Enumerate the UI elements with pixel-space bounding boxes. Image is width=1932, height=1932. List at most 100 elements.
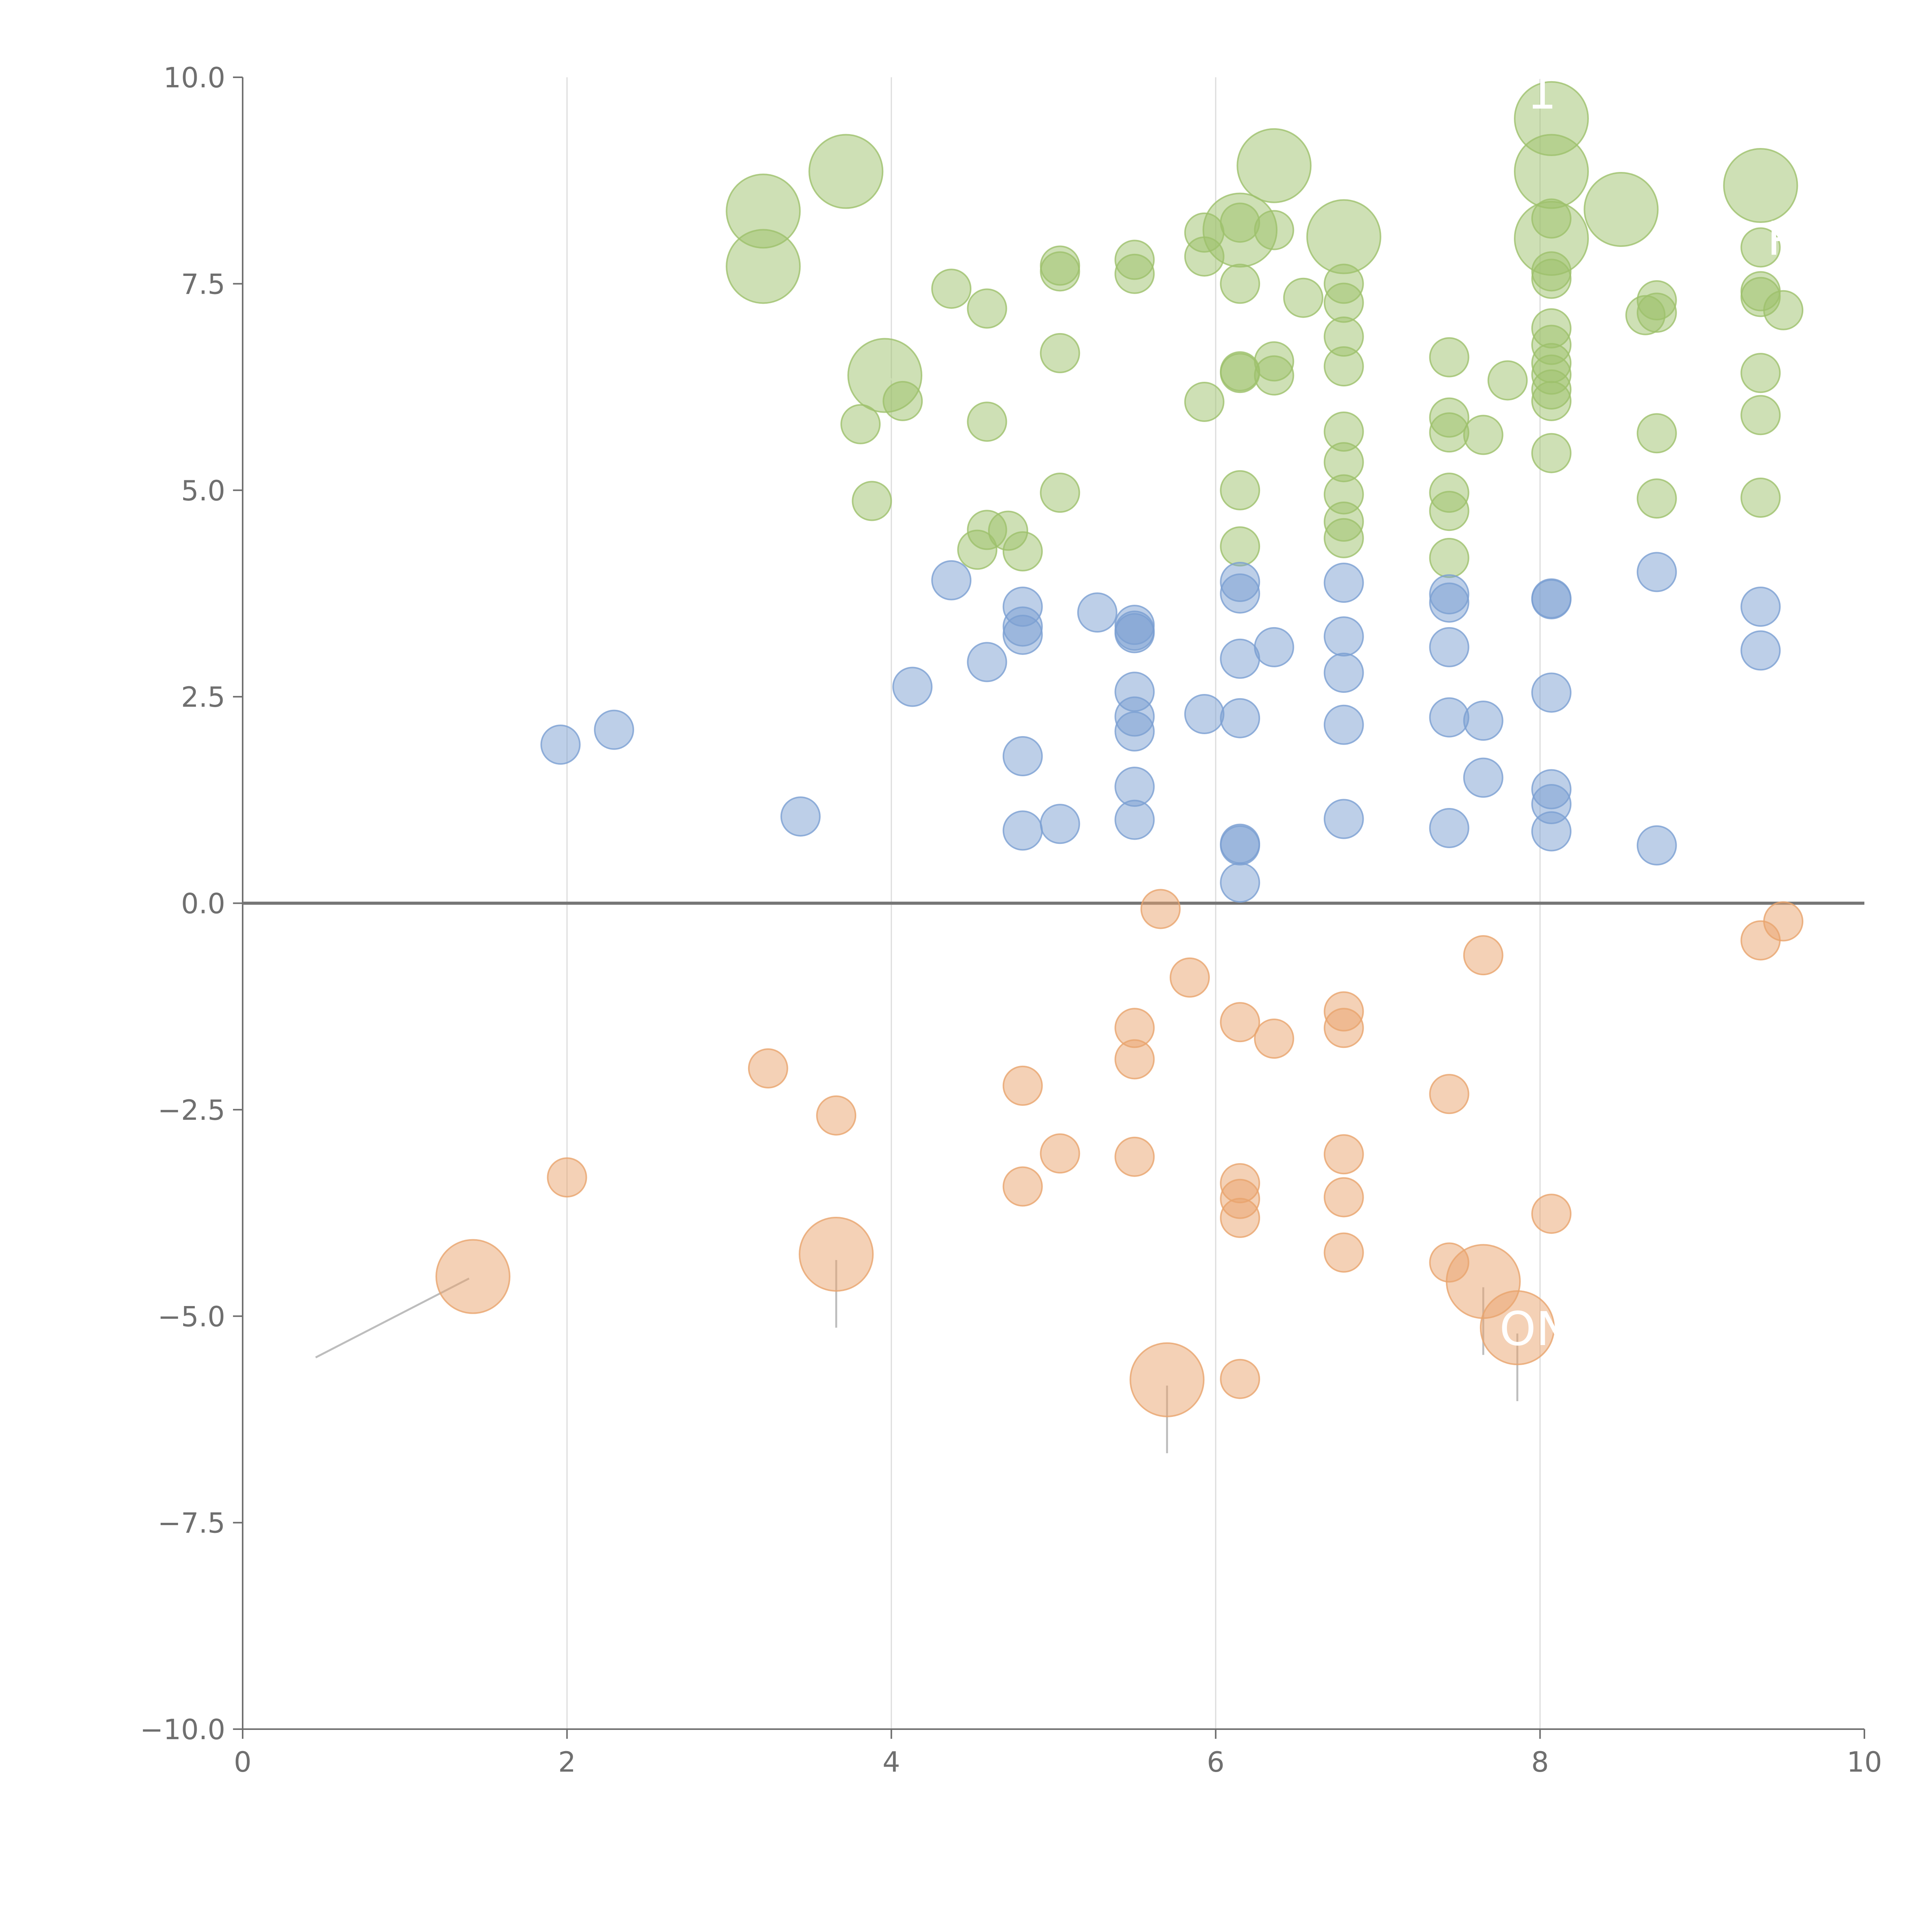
annotation-label: 1 [1527,66,1556,120]
green-point [852,481,892,521]
green-point [1323,282,1364,323]
y-tick-label: −7.5 [158,1507,225,1539]
orange-large-point [1480,1290,1555,1366]
green-point [1220,264,1260,304]
green-point [1740,227,1781,268]
x-tick-label: 4 [883,1746,900,1778]
orange-point [1323,1134,1364,1175]
green-large-point [1723,148,1798,223]
green-large-point [1306,199,1381,274]
blue-point [1220,825,1260,866]
blue-point [967,642,1007,682]
blue-point [1114,711,1155,752]
green-point [1040,333,1080,373]
green-point [1323,346,1364,387]
orange-point [1220,1359,1260,1399]
orange-point [748,1048,788,1088]
green-large-point [726,229,801,304]
orange-point [816,1095,857,1136]
blue-point [1531,579,1571,619]
blue-point [1429,582,1469,623]
green-point [1220,470,1260,510]
blue-point [892,667,933,707]
blue-point [1531,672,1571,713]
orange-point [1323,1177,1364,1218]
green-large-point [808,134,884,209]
x-tick-label: 8 [1531,1746,1549,1778]
orange-point [1002,1166,1043,1207]
y-tick-label: −5.0 [158,1300,225,1333]
blue-point [1429,697,1469,738]
blue-point [1114,613,1155,653]
blue-point [1040,804,1080,844]
data-points [435,81,1804,1417]
blue-point [1463,701,1503,741]
orange-point [547,1157,587,1198]
y-tick-label: 10.0 [163,61,225,94]
annotation-label: ON [1500,1303,1571,1356]
blue-point [540,724,581,765]
blue-point [1323,653,1364,693]
x-tick-label: 0 [234,1746,252,1778]
blue-point [1463,757,1503,798]
green-point [1254,355,1294,396]
blue-point [1184,694,1225,735]
blue-point [1636,552,1677,592]
orange-point [1114,1039,1155,1080]
green-point [1429,538,1469,578]
orange-point [1040,1133,1080,1174]
blue-point [1531,811,1571,852]
orange-point [1220,1002,1260,1043]
orange-point [1140,889,1181,929]
green-point [840,404,881,444]
green-point [1429,491,1469,531]
annotations: ON P 1 [1500,66,1795,1356]
x-tick-label: 10 [1847,1746,1882,1778]
annotation-label: P [1767,213,1795,266]
green-point [967,288,1007,329]
green-large-point [847,338,923,413]
y-tick-label: 5.0 [181,474,225,507]
blue-point [931,560,972,600]
green-point [1763,290,1804,330]
orange-point [1463,935,1503,976]
blue-point [1220,638,1260,679]
green-point [967,401,1007,442]
green-point [931,269,972,309]
blue-point [1740,587,1781,627]
orange-point [1763,901,1804,942]
orange-point [1323,1008,1364,1048]
green-point [1220,526,1260,567]
blue-point [1077,592,1117,633]
green-point [1531,433,1571,473]
y-tick-label: 0.0 [181,888,225,920]
green-point [1487,360,1528,401]
blue-point [1220,573,1260,614]
x-tick-label: 6 [1207,1746,1225,1778]
green-point [1114,253,1155,294]
blue-point [1114,799,1155,840]
orange-point [1254,1019,1294,1059]
axes: 10.0 7.5 5.0 2.5 0.0 −2.5 −5.0 −7.5 −10.0 0 2 4 6 8 10 [140,61,1882,1778]
orange-large-point [799,1216,874,1292]
green-point [1002,531,1043,571]
green-point [1429,412,1469,453]
blue-point [594,709,634,750]
orange-large-point [1129,1342,1205,1417]
blue-point [1220,698,1260,738]
y-tick-label: −2.5 [158,1094,225,1126]
blue-point [1636,825,1677,866]
green-point [1040,251,1080,292]
blue-point [1323,616,1364,657]
y-tick-label: −10.0 [140,1713,225,1746]
green-point [1040,473,1080,513]
y-tick-label: 7.5 [181,268,225,300]
green-large-point [1236,128,1312,203]
blue-point [1254,627,1294,667]
orange-point [1429,1074,1469,1114]
blue-point [780,796,821,837]
green-point [1636,413,1677,454]
orange-point [1220,1197,1260,1238]
y-tick-label: 2.5 [181,681,225,713]
green-point [1283,277,1323,318]
